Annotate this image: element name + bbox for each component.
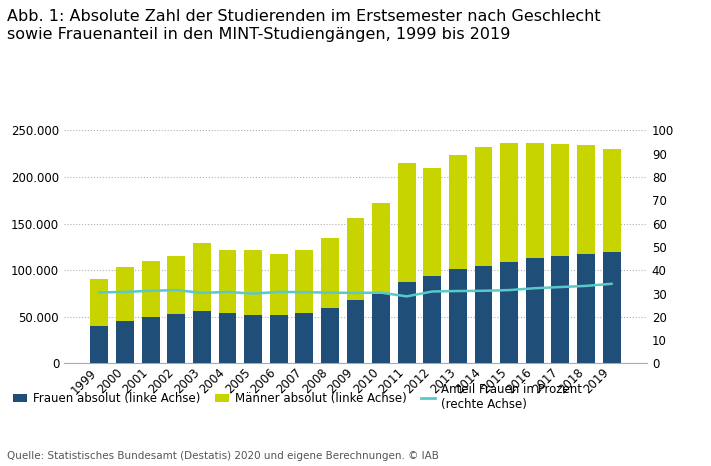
- Bar: [525, 258, 544, 363]
- Bar: [295, 313, 314, 363]
- Bar: [167, 256, 186, 363]
- Bar: [397, 163, 416, 363]
- Bar: [346, 300, 365, 363]
- Bar: [244, 250, 262, 363]
- Bar: [193, 311, 211, 363]
- Bar: [167, 314, 186, 363]
- Bar: [90, 326, 108, 363]
- Bar: [577, 145, 595, 363]
- Bar: [116, 321, 134, 363]
- Bar: [449, 155, 467, 363]
- Legend: Frauen absolut (linke Achse), Männer absolut (linke Achse), Anteil Frauen in Pro: Frauen absolut (linke Achse), Männer abs…: [13, 384, 582, 411]
- Bar: [551, 256, 570, 363]
- Bar: [372, 294, 390, 363]
- Bar: [603, 252, 621, 363]
- Bar: [141, 317, 160, 363]
- Bar: [244, 315, 262, 363]
- Bar: [218, 250, 237, 363]
- Bar: [500, 262, 518, 363]
- Bar: [551, 144, 570, 363]
- Bar: [449, 269, 467, 363]
- Bar: [321, 308, 339, 363]
- Text: Abb. 1: Absolute Zahl der Studierenden im Erstsemester nach Geschlecht
sowie Fra: Abb. 1: Absolute Zahl der Studierenden i…: [7, 9, 601, 42]
- Bar: [500, 143, 518, 363]
- Bar: [90, 279, 108, 363]
- Bar: [116, 267, 134, 363]
- Bar: [603, 149, 621, 363]
- Text: Quelle: Statistisches Bundesamt (Destatis) 2020 und eigene Berechnungen. © IAB: Quelle: Statistisches Bundesamt (Destati…: [7, 452, 439, 461]
- Bar: [372, 203, 390, 363]
- Bar: [269, 315, 288, 363]
- Bar: [295, 250, 314, 363]
- Bar: [269, 254, 288, 363]
- Bar: [397, 282, 416, 363]
- Bar: [423, 276, 442, 363]
- Bar: [346, 218, 365, 363]
- Bar: [474, 266, 493, 363]
- Bar: [474, 147, 493, 363]
- Bar: [525, 143, 544, 363]
- Bar: [193, 243, 211, 363]
- Bar: [218, 313, 237, 363]
- Bar: [321, 238, 339, 363]
- Bar: [423, 168, 442, 363]
- Bar: [141, 261, 160, 363]
- Bar: [577, 254, 595, 363]
